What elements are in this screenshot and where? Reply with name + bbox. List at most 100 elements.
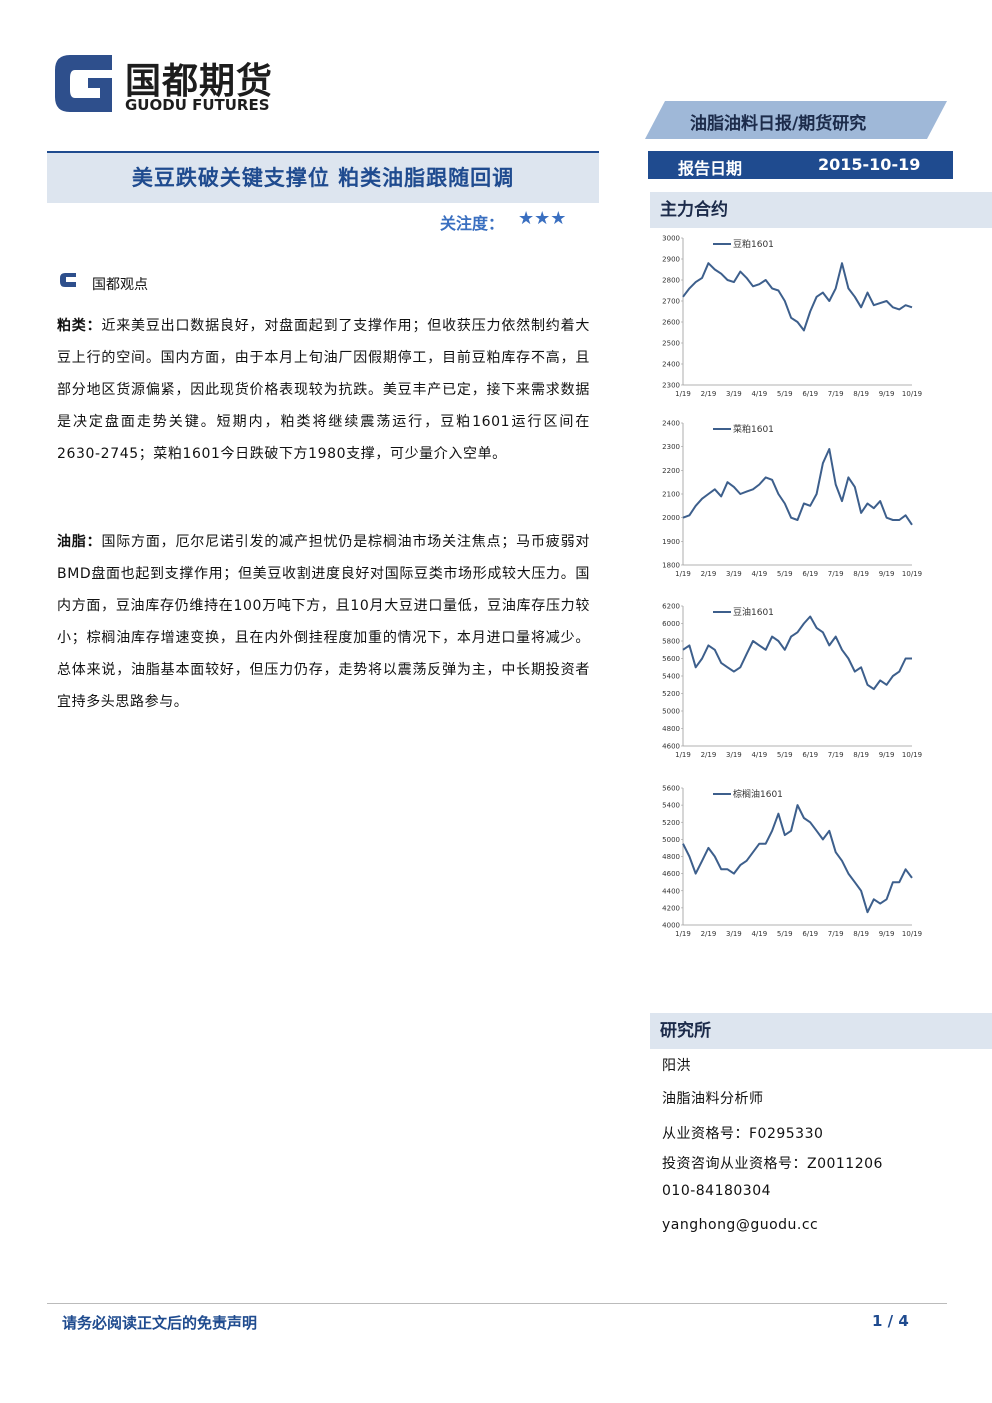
author-line: yanghong@guodu.cc [662,1217,819,1233]
author-line: 010-84180304 [662,1183,772,1199]
y-tick-label: 2600 [662,319,680,327]
x-tick-label: 6/19 [802,390,818,398]
banner-bg [645,101,947,139]
y-tick-label: 5400 [662,802,680,810]
footer-rule [47,1303,947,1304]
attention-label: 关注度： [440,214,505,233]
x-tick-label: 1/19 [675,390,691,398]
x-tick-label: 9/19 [879,751,895,759]
logo-en: GUODU FUTURES [125,96,270,114]
x-tick-label: 3/19 [726,570,742,578]
y-tick-label: 5600 [662,655,680,663]
x-tick-label: 1/19 [675,751,691,759]
y-tick-label: 6200 [662,603,680,611]
series-line [682,262,913,332]
y-tick-label: 4400 [662,887,680,895]
y-tick-label: 4800 [662,853,680,861]
chart: 4600 4800 5000 5200 5400 5600 5800 6000 6200 1/19… [662,603,922,760]
x-tick-label: 10/19 [902,751,922,759]
x-tick-label: 7/19 [828,751,844,759]
paragraph-lead: 油脂： [57,534,102,550]
y-tick-label: 4200 [662,904,680,912]
date: 2015-10-19 [818,155,921,174]
sidebar-title: 研究所 [650,1013,992,1049]
x-tick-label: 6/19 [802,930,818,938]
logo-cn: 国都期货 [125,61,274,102]
paragraph: 油脂：国际方面，厄尔尼诺引发的减产担忧仍是棕榈油市场关注焦点；马币疲弱对BMD盘… [57,526,590,718]
logo-mark [55,55,112,112]
x-tick-label: 2/19 [701,930,717,938]
series-line [682,448,913,526]
attention-stars: ★★★ [518,208,567,229]
x-tick-label: 5/19 [777,751,793,759]
y-tick-label: 1800 [662,562,680,570]
paragraph-lead: 粕类： [57,318,102,334]
series-line [682,615,912,691]
y-tick-label: 5400 [662,673,680,681]
y-tick-label: 4600 [662,870,680,878]
y-tick-label: 4600 [662,743,680,751]
author-line: 油脂油料分析师 [662,1091,764,1107]
x-tick-label: 9/19 [879,390,895,398]
section-title: 国都观点 [92,277,148,293]
banner: 油脂油料日报/期货研究 [690,114,867,134]
x-tick-label: 4/19 [751,930,767,938]
author-line: 阳洪 [662,1058,691,1074]
date-bar [648,151,953,179]
x-tick-label: 2/19 [701,390,717,398]
legend-label: 豆粕1601 [733,238,774,250]
y-tick-label: 2400 [662,361,680,369]
author-line: 投资咨询从业资格号：Z0011206 [662,1156,883,1172]
x-tick-label: 3/19 [726,751,742,759]
author-line: 从业资格号：F0295330 [662,1126,824,1142]
x-tick-label: 10/19 [902,930,922,938]
x-tick-label: 8/19 [853,390,869,398]
y-tick-label: 5000 [662,836,680,844]
x-tick-label: 3/19 [726,390,742,398]
y-tick-label: 4800 [662,725,680,733]
x-tick-label: 4/19 [751,751,767,759]
x-tick-label: 7/19 [828,930,844,938]
section-icon [60,273,76,287]
paragraph-text: 近来美豆出口数据良好，对盘面起到了支撑作用；但收获压力依然制约着大豆上行的空间。… [57,318,590,462]
y-tick-label: 4000 [662,922,680,930]
sidebar-title: 主力合约 [650,192,992,228]
chart: 2300 2400 2500 2600 2700 2800 2900 3000 1/19 2/19… [662,235,922,399]
y-tick-label: 5200 [662,690,680,698]
disclaimer: 请务必阅读正文后的免责声明 [62,1314,258,1332]
x-tick-label: 2/19 [701,751,717,759]
x-tick-label: 7/19 [828,390,844,398]
x-tick-label: 10/19 [902,390,922,398]
y-tick-label: 3000 [662,235,680,243]
x-tick-label: 9/19 [879,930,895,938]
date-label: 报告日期 [678,159,743,178]
x-tick-label: 8/19 [853,930,869,938]
y-tick-label: 2500 [662,340,680,348]
y-tick-label: 2700 [662,298,680,306]
legend-label: 菜粕1601 [733,423,774,435]
y-tick-label: 2900 [662,256,680,264]
x-tick-label: 2/19 [701,570,717,578]
x-tick-label: 8/19 [853,570,869,578]
y-tick-label: 2400 [662,420,680,428]
title-box [47,151,599,203]
legend-label: 豆油1601 [733,606,774,618]
y-tick-label: 6000 [662,620,680,628]
x-tick-label: 5/19 [777,390,793,398]
x-tick-label: 6/19 [802,751,818,759]
x-tick-label: 8/19 [853,751,869,759]
paragraph-text: 国际方面，厄尔尼诺引发的减产担忧仍是棕榈油市场关注焦点；马币疲弱对BMD盘面也起… [57,534,590,710]
y-tick-label: 5200 [662,819,680,827]
title: 美豆跌破关键支撑位 粕类油脂跟随回调 [131,165,515,190]
paragraph: 粕类：近来美豆出口数据良好，对盘面起到了支撑作用；但收获压力依然制约着大豆上行的… [57,310,590,470]
x-tick-label: 3/19 [726,930,742,938]
y-tick-label: 2200 [662,467,680,475]
y-tick-label: 2800 [662,277,680,285]
y-tick-label: 1900 [662,538,680,546]
x-tick-label: 9/19 [879,570,895,578]
y-tick-label: 5000 [662,708,680,716]
chart: 1800 1900 2000 2100 2200 2300 2400 1/19 2/19 3/19… [662,420,922,579]
y-tick-label: 2300 [662,382,680,390]
x-tick-label: 4/19 [751,390,767,398]
